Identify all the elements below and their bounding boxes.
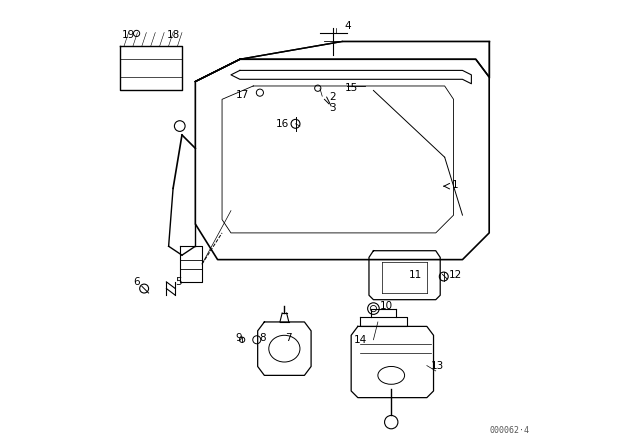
Text: 2: 2	[329, 92, 335, 102]
Text: 17: 17	[236, 90, 249, 100]
Text: 13: 13	[431, 362, 445, 371]
Text: 9: 9	[236, 332, 242, 343]
Text: 7: 7	[285, 332, 292, 343]
Text: 4: 4	[344, 21, 351, 31]
Text: 12: 12	[449, 270, 462, 280]
Text: 11: 11	[409, 270, 422, 280]
Ellipse shape	[378, 366, 404, 384]
Text: 1: 1	[451, 180, 458, 190]
Text: 10: 10	[380, 302, 393, 311]
Text: 15: 15	[344, 83, 358, 93]
Text: 8: 8	[259, 332, 266, 343]
Text: 19: 19	[122, 30, 135, 40]
Text: 3: 3	[329, 103, 335, 113]
Text: 5: 5	[175, 277, 182, 287]
Text: 6: 6	[133, 277, 140, 287]
Text: 18: 18	[166, 30, 180, 40]
Ellipse shape	[269, 335, 300, 362]
Text: 14: 14	[353, 335, 367, 345]
Text: 16: 16	[276, 119, 289, 129]
Text: 000062·4: 000062·4	[489, 426, 529, 435]
